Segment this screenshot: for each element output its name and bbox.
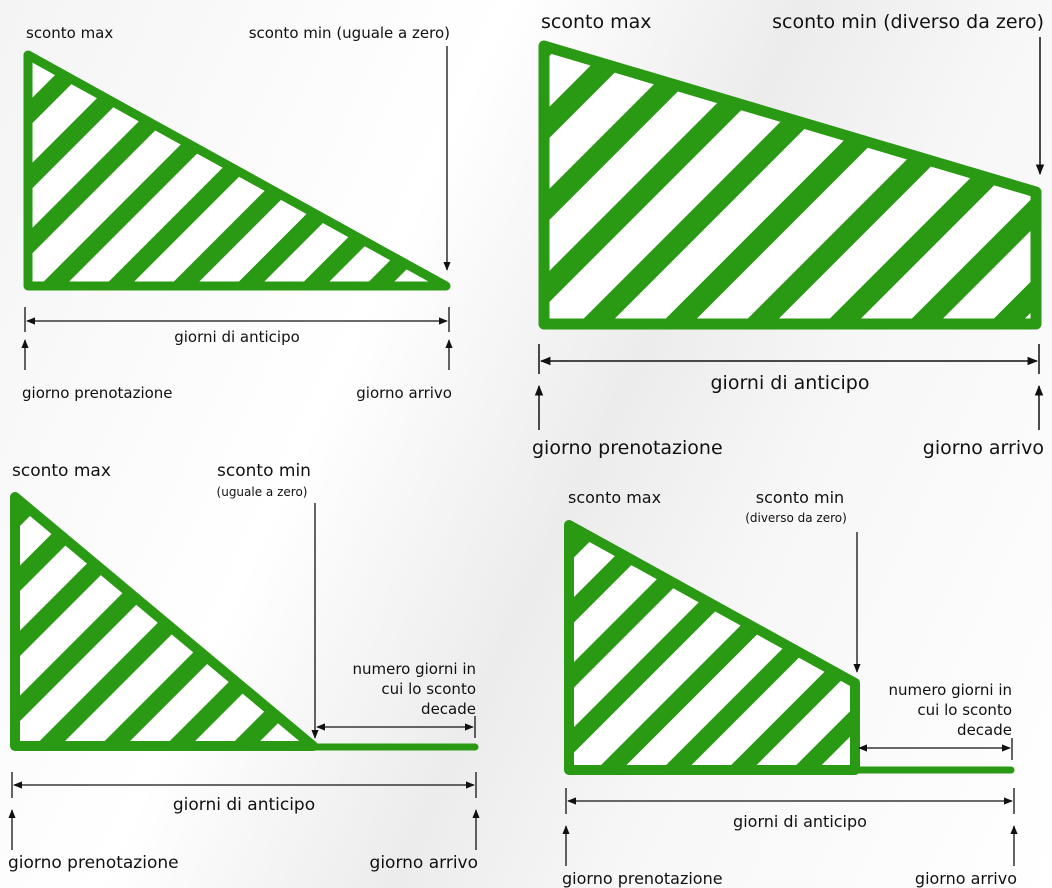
label-giorno-arrivo: giorno arrivo bbox=[356, 384, 452, 402]
label-sconto-min: sconto min (uguale a zero) bbox=[249, 24, 450, 42]
label-giorno-arrivo: giorno arrivo bbox=[370, 853, 478, 873]
label-sconto-max: sconto max bbox=[541, 11, 652, 33]
discount-shape bbox=[564, 520, 860, 775]
label-decay-line2: cui lo sconto bbox=[917, 701, 1012, 719]
diagram-bottom-right: sconto max sconto min (diverso da zero) … bbox=[562, 488, 1018, 888]
label-sconto-min-note: (uguale a zero) bbox=[217, 485, 308, 499]
label-giorno-prenotazione: giorno prenotazione bbox=[532, 437, 723, 459]
label-sconto-min-note: (diverso da zero) bbox=[745, 511, 847, 525]
label-giorni-anticipo: giorni di anticipo bbox=[710, 372, 869, 394]
discount-shape bbox=[538, 40, 1042, 330]
label-giorno-arrivo: giorno arrivo bbox=[923, 437, 1044, 459]
label-sconto-min: sconto min bbox=[217, 461, 311, 481]
discount-shape bbox=[10, 492, 318, 751]
label-giorno-prenotazione: giorno prenotazione bbox=[8, 853, 179, 873]
label-giorno-prenotazione: giorno prenotazione bbox=[562, 869, 723, 888]
label-decay-line1: numero giorni in bbox=[888, 681, 1012, 699]
diagram-bottom-left: sconto max sconto min (uguale a zero) nu… bbox=[8, 461, 480, 873]
label-giorni-anticipo: giorni di anticipo bbox=[174, 328, 300, 346]
label-giorno-arrivo: giorno arrivo bbox=[915, 869, 1017, 888]
label-sconto-max: sconto max bbox=[12, 461, 111, 481]
label-sconto-min: sconto min (diverso da zero) bbox=[772, 11, 1044, 33]
label-sconto-min: sconto min bbox=[756, 488, 844, 507]
label-sconto-max: sconto max bbox=[568, 488, 661, 507]
diagram-top-left: sconto max sconto min (uguale a zero) gi… bbox=[21, 24, 453, 402]
label-decay-line1: numero giorni in bbox=[352, 660, 476, 678]
label-giorni-anticipo: giorni di anticipo bbox=[733, 812, 867, 831]
label-decay-line3: decade bbox=[421, 700, 476, 718]
label-decay-line3: decade bbox=[957, 721, 1012, 739]
label-giorno-prenotazione: giorno prenotazione bbox=[22, 384, 173, 402]
label-decay-line2: cui lo sconto bbox=[381, 680, 476, 698]
diagram-top-right: sconto max sconto min (diverso da zero) … bbox=[532, 11, 1045, 459]
discount-shape bbox=[23, 50, 451, 291]
label-sconto-max: sconto max bbox=[26, 24, 113, 42]
label-giorni-anticipo: giorni di anticipo bbox=[173, 795, 315, 815]
